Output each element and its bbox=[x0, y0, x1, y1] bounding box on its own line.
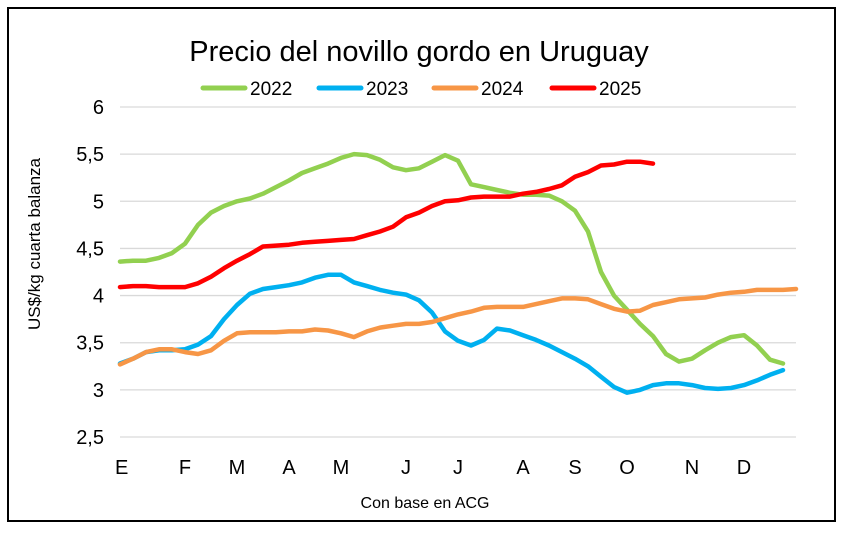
series-line-2025 bbox=[117, 159, 656, 290]
legend-label-2022: 2022 bbox=[250, 79, 292, 100]
y-tick-label: 6 bbox=[93, 97, 104, 119]
x-axis-label: Con base en ACG bbox=[361, 495, 490, 512]
x-tick-label: A bbox=[516, 457, 530, 479]
legend-label-2025: 2025 bbox=[599, 79, 641, 100]
x-tick-label: N bbox=[685, 457, 699, 479]
y-tick-label: 3 bbox=[93, 380, 104, 402]
chart-legend: 2022 2023 2024 2025 bbox=[200, 79, 641, 100]
x-tick-label: S bbox=[568, 457, 581, 479]
x-tick-label: J bbox=[401, 457, 411, 479]
series-layer bbox=[117, 151, 799, 395]
y-tick-label: 3,5 bbox=[76, 333, 104, 355]
x-tick-label: J bbox=[453, 457, 463, 479]
x-tick-label: O bbox=[619, 457, 635, 479]
x-tick-label: D bbox=[737, 457, 751, 479]
chart-title: Precio del novillo gordo en Uruguay bbox=[189, 36, 649, 68]
x-tick-label: M bbox=[229, 457, 246, 479]
x-tick-label: A bbox=[282, 457, 296, 479]
x-tick-label: M bbox=[333, 457, 350, 479]
x-tick-label: E bbox=[115, 457, 128, 479]
y-axis-label: US$/kg cuarta balanza bbox=[25, 157, 44, 330]
x-tick-label: F bbox=[179, 457, 191, 479]
chart-frame bbox=[7, 7, 836, 522]
series-line-2023 bbox=[117, 272, 786, 395]
y-tick-label: 5,5 bbox=[76, 144, 104, 166]
legend-label-2024: 2024 bbox=[481, 79, 524, 100]
series-line-2022 bbox=[117, 151, 786, 366]
y-tick-label: 4,5 bbox=[76, 238, 104, 260]
series-line-2024 bbox=[117, 286, 799, 367]
y-tick-label: 2,5 bbox=[76, 427, 104, 449]
legend-label-2023: 2023 bbox=[366, 79, 408, 100]
y-tick-label: 4 bbox=[93, 286, 104, 308]
y-tick-label: 5 bbox=[93, 191, 104, 213]
y-axis-ticks: 6 5,5 5 4,5 4 3,5 3 2,5 bbox=[76, 97, 104, 449]
